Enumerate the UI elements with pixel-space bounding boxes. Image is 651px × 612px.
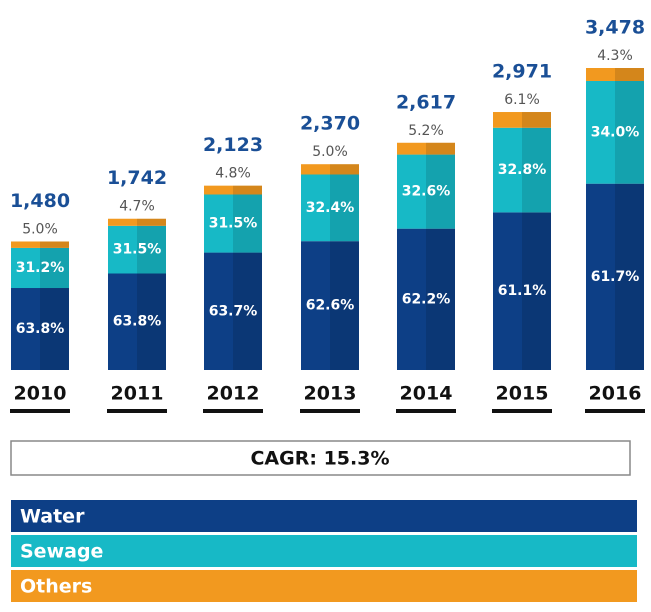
year-underline bbox=[492, 409, 552, 413]
bar-shade bbox=[40, 288, 69, 370]
total-label: 2,971 bbox=[492, 61, 552, 83]
segment-label: 62.6% bbox=[306, 298, 355, 314]
bar-shade bbox=[615, 80, 644, 184]
bar-segment bbox=[204, 194, 262, 253]
segment-label: 32.6% bbox=[402, 184, 451, 200]
bar-segment bbox=[586, 183, 644, 370]
bar-shade bbox=[426, 154, 455, 229]
bar-shade bbox=[522, 212, 551, 370]
total-label: 2,370 bbox=[300, 113, 360, 135]
segment-label: 5.0% bbox=[22, 221, 58, 237]
total-label: 2,617 bbox=[396, 91, 456, 113]
bar-shade bbox=[522, 112, 551, 128]
bar-shade bbox=[615, 68, 644, 81]
legend-label: Water bbox=[20, 506, 85, 528]
bar-segment bbox=[11, 247, 69, 289]
legend-swatch bbox=[11, 570, 637, 602]
segment-label: 32.8% bbox=[498, 162, 547, 178]
bar-segment bbox=[493, 212, 551, 370]
bar-segment bbox=[301, 164, 359, 175]
segment-label: 34.0% bbox=[591, 124, 640, 140]
legend-label: Others bbox=[20, 576, 92, 598]
segment-label: 31.5% bbox=[209, 216, 258, 232]
bar-shade bbox=[426, 142, 455, 155]
bar-segment bbox=[493, 127, 551, 213]
bar-shade bbox=[137, 218, 166, 226]
year-underline bbox=[107, 409, 167, 413]
bar-segment bbox=[586, 80, 644, 184]
year-underline bbox=[300, 409, 360, 413]
bar-segment bbox=[108, 225, 166, 274]
bar-shade bbox=[40, 241, 69, 248]
bar-segment bbox=[301, 174, 359, 242]
segment-label: 61.7% bbox=[591, 269, 640, 285]
bar-segment bbox=[108, 273, 166, 370]
segment-label: 63.8% bbox=[113, 314, 162, 330]
bar-shade bbox=[137, 273, 166, 370]
legend-swatch bbox=[11, 500, 637, 532]
bar-segment bbox=[11, 288, 69, 370]
bar-shade bbox=[330, 174, 359, 242]
bar-segment bbox=[204, 252, 262, 370]
x-tick-label: 2012 bbox=[207, 383, 260, 405]
bar-segment bbox=[397, 154, 455, 229]
bar-shade bbox=[40, 247, 69, 289]
x-tick-label: 2013 bbox=[304, 383, 357, 405]
bar-segment bbox=[11, 241, 69, 248]
segment-label: 63.8% bbox=[16, 321, 65, 337]
segment-label: 31.5% bbox=[113, 242, 162, 258]
total-label: 2,123 bbox=[203, 134, 263, 156]
legend-swatch bbox=[11, 535, 637, 567]
bar-shade bbox=[330, 241, 359, 370]
segment-label: 4.7% bbox=[119, 199, 155, 215]
cagr-box bbox=[10, 440, 631, 476]
year-underline bbox=[396, 409, 456, 413]
x-tick-label: 2011 bbox=[111, 383, 164, 405]
bar-segment bbox=[397, 142, 455, 155]
bar-segment bbox=[397, 228, 455, 370]
segment-label: 61.1% bbox=[498, 283, 547, 299]
bar-shade bbox=[233, 185, 262, 195]
legend-label: Sewage bbox=[20, 541, 103, 563]
segment-label: 63.7% bbox=[209, 303, 258, 319]
segment-label: 62.2% bbox=[402, 291, 451, 307]
bar-shade bbox=[233, 252, 262, 370]
x-tick-label: 2016 bbox=[589, 383, 642, 405]
bar-segment bbox=[108, 218, 166, 226]
x-tick-label: 2015 bbox=[496, 383, 549, 405]
segment-label: 5.0% bbox=[312, 144, 348, 160]
segment-label: 4.3% bbox=[597, 48, 633, 64]
segment-label: 6.1% bbox=[504, 92, 540, 108]
bar-segment bbox=[586, 68, 644, 81]
year-underline bbox=[10, 409, 70, 413]
year-underline bbox=[203, 409, 263, 413]
segment-label: 5.2% bbox=[408, 123, 444, 139]
bar-shade bbox=[615, 183, 644, 370]
bar-shade bbox=[233, 194, 262, 253]
bar-segment bbox=[301, 241, 359, 370]
bar-shade bbox=[426, 228, 455, 370]
cagr-label: CAGR: 15.3% bbox=[250, 448, 389, 470]
x-tick-label: 2014 bbox=[400, 383, 453, 405]
segment-label: 31.2% bbox=[16, 260, 65, 276]
x-tick-label: 2010 bbox=[14, 383, 67, 405]
bar-shade bbox=[522, 127, 551, 213]
year-underline bbox=[585, 409, 645, 413]
total-label: 3,478 bbox=[585, 17, 645, 39]
total-label: 1,480 bbox=[10, 190, 70, 212]
total-label: 1,742 bbox=[107, 167, 167, 189]
bar-segment bbox=[204, 185, 262, 195]
segment-label: 32.4% bbox=[306, 200, 355, 216]
bar-shade bbox=[330, 164, 359, 175]
segment-label: 4.8% bbox=[215, 166, 251, 182]
bar-segment bbox=[493, 112, 551, 128]
bar-shade bbox=[137, 225, 166, 274]
